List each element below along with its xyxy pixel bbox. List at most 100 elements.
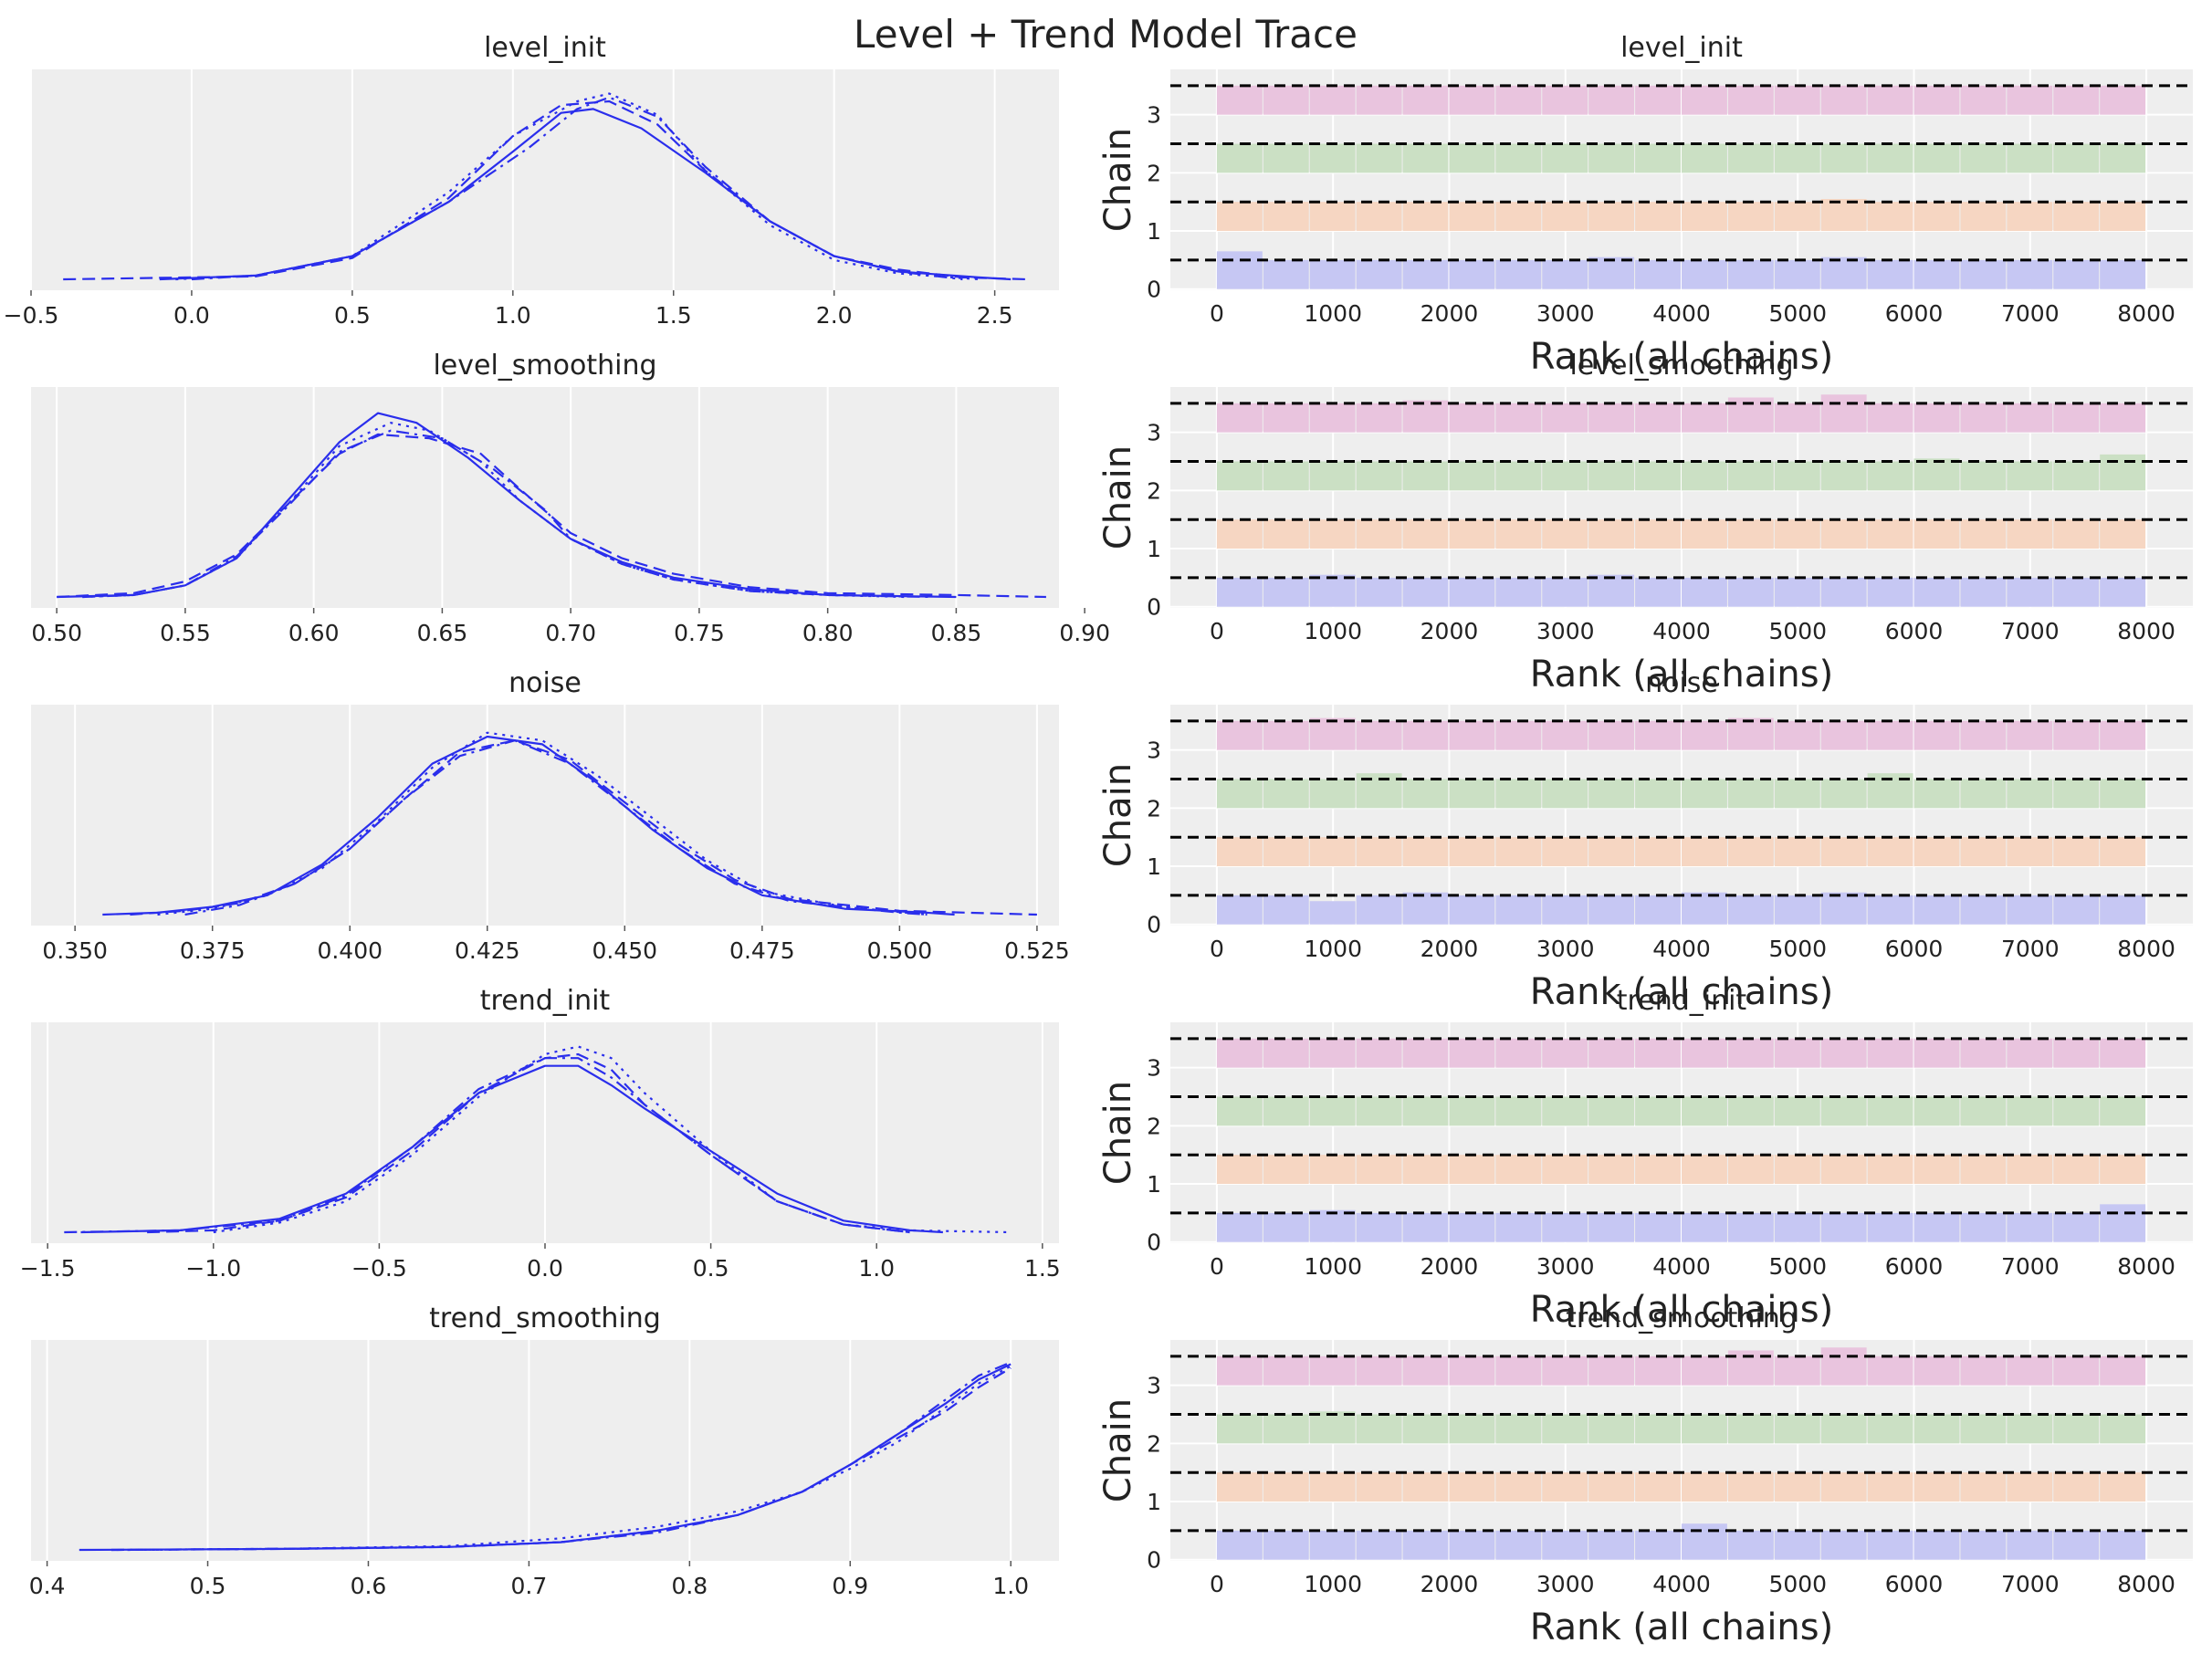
- rank-bar-chain-0: [1774, 1212, 1820, 1242]
- rank-bar-chain-1: [1263, 1155, 1309, 1185]
- rank-bar-chain-3: [2053, 85, 2100, 115]
- rank-bar-chain-2: [1588, 461, 1635, 491]
- x-tick-label: 3000: [1536, 1571, 1595, 1597]
- x-tick-label: 8000: [2117, 936, 2175, 962]
- rank-bar-chain-2: [1682, 1414, 1727, 1444]
- x-tick-label: 0.0: [173, 302, 210, 329]
- rank-bar-chain-3: [1542, 403, 1588, 433]
- rank-bar-chain-1: [1542, 837, 1588, 867]
- rank-bar-chain-3: [1495, 85, 1542, 115]
- x-tick-label: 0.5: [334, 302, 371, 329]
- x-tick-label: 2.5: [977, 302, 1013, 329]
- rank-bar-chain-2: [1495, 461, 1542, 491]
- rank-bar-chain-1: [1356, 1472, 1402, 1502]
- rank-bar-chain-3: [2100, 1355, 2146, 1386]
- rank-bar-chain-3: [2100, 720, 2146, 750]
- x-tick-label: 5000: [1768, 300, 1827, 327]
- panel-title: level_smoothing: [433, 350, 656, 382]
- rank-bar-chain-0: [1913, 577, 1960, 607]
- y-axis-label: Chain: [1097, 763, 1139, 867]
- rank-bar-chain-3: [1495, 1355, 1542, 1386]
- x-tick-label: 0.450: [592, 937, 658, 964]
- rank-bar-chain-0: [2007, 577, 2053, 607]
- x-tick-label: −0.5: [351, 1255, 407, 1282]
- x-tick-label: 2000: [1421, 618, 1479, 644]
- rank-bar-chain-3: [1588, 85, 1635, 115]
- y-tick-label: 2: [1147, 477, 1161, 504]
- rank-bar-chain-1: [1309, 1472, 1356, 1502]
- rank-bar-chain-3: [1542, 1355, 1588, 1386]
- rank-bar-chain-3: [2100, 403, 2146, 433]
- y-tick-label: 0: [1147, 594, 1161, 621]
- rank-bar-chain-1: [1263, 202, 1309, 232]
- rank-bar-chain-2: [1635, 461, 1681, 491]
- rank-bar-chain-3: [2007, 85, 2053, 115]
- rank-bar-chain-2: [1820, 461, 1867, 491]
- rank-bar-chain-1: [2053, 519, 2100, 549]
- rank-bar-chain-3: [1588, 1355, 1635, 1386]
- rank-bar-chain-3: [1682, 1038, 1727, 1068]
- rank-bar-chain-2: [1774, 461, 1820, 491]
- rank-bar-chain-1: [1449, 1472, 1495, 1502]
- rank-bar-chain-0: [2100, 895, 2146, 925]
- rank-bar-chain-2: [1588, 1414, 1635, 1444]
- rank-bar-chain-3: [1960, 720, 2007, 750]
- rank-bar-chain-1: [1774, 1155, 1820, 1185]
- rank-bar-chain-2: [1820, 1096, 1867, 1126]
- x-tick-label: 0.90: [1059, 620, 1110, 646]
- kde-line-dashdot: [82, 429, 931, 599]
- y-axis-label: Chain: [1097, 445, 1139, 549]
- rank-bar-chain-0: [1495, 259, 1542, 289]
- rank-bar-chain-0: [1774, 577, 1820, 607]
- rank-bar-chain-2: [1774, 1414, 1820, 1444]
- rank-bar-chain-1: [1542, 202, 1588, 232]
- y-tick-label: 1: [1147, 1489, 1161, 1515]
- chart-posterior-trend-init: −1.5 −1.0 −0.5 0.0 0.5 1.0 1.5 trend_init: [20, 985, 1061, 1282]
- rank-bar-chain-3: [2100, 1038, 2146, 1068]
- rank-bar-chain-0: [1216, 1212, 1263, 1242]
- panel-title: trend_smoothing: [429, 1303, 661, 1334]
- rank-bar-chain-0: [1960, 1212, 2007, 1242]
- rank-bar-chain-2: [1356, 143, 1402, 173]
- rank-bar-chain-1: [1309, 837, 1356, 867]
- rank-bar-chain-2: [2053, 1414, 2100, 1444]
- rank-bar-chain-3: [1635, 1038, 1681, 1068]
- x-tick-label: 4000: [1652, 300, 1711, 327]
- rank-bar-chain-3: [1635, 403, 1681, 433]
- rank-bar-chain-0: [2053, 577, 2100, 607]
- rank-bar-chain-2: [1542, 1096, 1588, 1126]
- kde-line-dashed: [57, 433, 1046, 599]
- x-tick-label: 1.0: [992, 1573, 1029, 1599]
- rank-bar-chain-2: [1263, 779, 1309, 809]
- x-tick-label: 0.5: [693, 1255, 729, 1282]
- rank-bar-chain-3: [1867, 1038, 1913, 1068]
- rank-bar-chain-3: [1216, 720, 1263, 750]
- rank-bar-chain-0: [1356, 1212, 1402, 1242]
- rank-bar-chain-1: [1495, 837, 1542, 867]
- x-tick-label: 0.350: [42, 937, 108, 964]
- rank-bar-chain-1: [1913, 1472, 1960, 1502]
- rank-bar-chain-1: [2100, 837, 2146, 867]
- rank-bar-chain-1: [1682, 519, 1727, 549]
- rank-bar-chain-3: [1402, 85, 1449, 115]
- rank-bar-chain-1: [1867, 1155, 1913, 1185]
- rank-bar-chain-3: [1867, 720, 1913, 750]
- x-tick-label: 0: [1210, 300, 1224, 327]
- figure-title: Level + Trend Model Trace: [854, 12, 1358, 57]
- rank-bar-chain-0: [1216, 251, 1263, 289]
- rank-bar-chain-0: [2007, 895, 2053, 925]
- rank-bar-chain-0: [1820, 256, 1867, 289]
- plot-area: [31, 1340, 1059, 1561]
- x-axis-label: Rank (all chains): [1530, 654, 1833, 696]
- rank-bar-chain-1: [1727, 1155, 1774, 1185]
- x-tick-label: 7000: [2001, 300, 2060, 327]
- rank-bar-chain-0: [1774, 1530, 1820, 1560]
- rank-bar-chain-2: [1727, 1414, 1774, 1444]
- x-tick-label: 1.5: [1024, 1255, 1061, 1282]
- rank-bar-chain-0: [1402, 259, 1449, 289]
- rank-bar-chain-2: [1495, 1414, 1542, 1444]
- rank-bar-chain-2: [2100, 454, 2146, 491]
- rank-bar-chain-3: [1960, 403, 2007, 433]
- rank-bar-chain-2: [2007, 1096, 2053, 1126]
- x-tick-label: 0.7: [511, 1573, 548, 1599]
